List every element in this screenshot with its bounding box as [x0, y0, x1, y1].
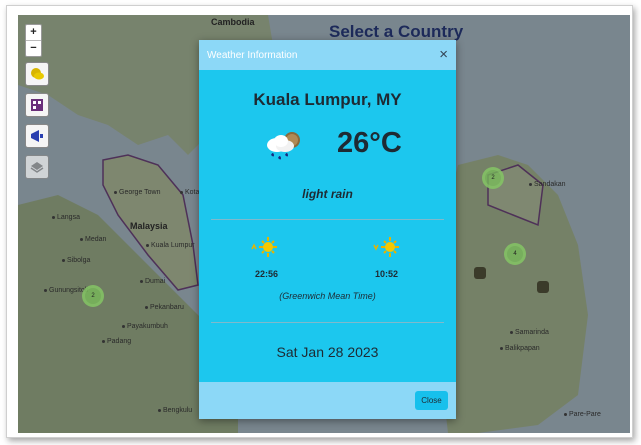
timezone-note: (Greenwich Mean Time)	[279, 291, 376, 301]
page-title: Select a Country	[329, 22, 464, 41]
megaphone-icon	[31, 130, 43, 142]
map-label-sandakan: Sandakan	[529, 181, 566, 188]
map-label-payakumbuh: Payakumbuh	[122, 323, 168, 330]
divider	[211, 219, 444, 220]
map-label-cambodia: Cambodia	[211, 17, 255, 27]
map-label-pekanbaru: Pekanbaru	[145, 304, 184, 311]
building-icon	[31, 99, 43, 111]
map-marker-icon[interactable]	[474, 267, 486, 279]
divider	[211, 322, 444, 323]
map-control-info-button[interactable]	[25, 93, 49, 117]
modal-header: Weather Information ×	[199, 40, 456, 70]
modal-footer: Close	[199, 382, 456, 419]
map-control-layers-button[interactable]	[25, 155, 49, 179]
map-label-medan: Medan	[80, 236, 106, 243]
map-label-george-town: George Town	[114, 189, 161, 196]
map-cluster-marker[interactable]: 4	[504, 243, 526, 265]
rain-cloud-icon	[267, 132, 300, 160]
map-label-langsa: Langsa	[52, 214, 80, 221]
map-cluster-marker[interactable]: 2	[82, 285, 104, 307]
weather-date: Sat Jan 28 2023	[276, 344, 379, 360]
map-label-kuala-lumpur: Kuala Lumpur	[146, 242, 195, 249]
sunrise-icon	[251, 237, 277, 257]
map-label-dumai: Dumai	[140, 278, 165, 285]
close-icon[interactable]: ×	[439, 46, 448, 63]
sunrise-time: 22:56	[255, 269, 279, 279]
map-label-pare-pare: Pare-Pare	[564, 411, 601, 418]
cloud-sun-icon	[31, 68, 44, 80]
screenshot-frame: Cambodia Malaysia George Town Kuala Lump…	[6, 5, 633, 438]
sunset-icon	[373, 237, 399, 257]
layers-icon	[30, 162, 44, 173]
zoom-out-button[interactable]: −	[30, 42, 37, 54]
map-control-weather-button[interactable]	[25, 62, 49, 86]
temperature: 26°C	[337, 127, 402, 159]
map-cluster-marker[interactable]: 2	[482, 167, 504, 189]
map-label-gunungsitoli: Gunungsitoli	[44, 287, 88, 294]
map-label-sibolga: Sibolga	[62, 257, 90, 264]
map-label-bengkulu: Bengkulu	[158, 407, 192, 414]
map-label-balikpapan: Balikpapan	[500, 345, 540, 352]
zoom-control: + −	[25, 24, 42, 57]
map-control-news-button[interactable]	[25, 124, 49, 148]
weather-description: light rain	[302, 187, 353, 201]
sunset-time: 10:52	[375, 269, 399, 279]
map-marker-icon[interactable]	[537, 281, 549, 293]
close-button[interactable]: Close	[415, 391, 448, 410]
map-label-malaysia: Malaysia	[130, 221, 168, 231]
map-label-padang: Padang	[102, 338, 131, 345]
map-label-samarinda: Samarinda	[510, 329, 549, 336]
city-name: Kuala Lumpur, MY	[253, 90, 402, 109]
weather-modal: Weather Information × Kuala Lumpur, MY 2…	[199, 40, 456, 419]
zoom-in-button[interactable]: +	[26, 25, 41, 41]
modal-title: Weather Information	[207, 50, 298, 61]
